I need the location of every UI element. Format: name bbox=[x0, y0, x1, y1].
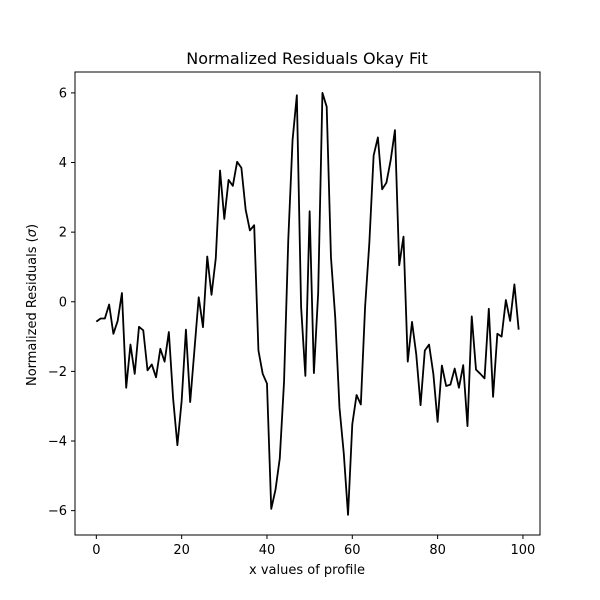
x-tick-label: 60 bbox=[344, 543, 361, 558]
x-tick-label: 80 bbox=[429, 543, 446, 558]
y-tick-label: −2 bbox=[48, 365, 67, 380]
chart-title: Normalized Residuals Okay Fit bbox=[186, 49, 428, 68]
y-tick-label: 2 bbox=[59, 226, 67, 241]
y-tick-label: 6 bbox=[59, 86, 67, 101]
plot-area bbox=[95, 91, 520, 516]
x-tick-label: 40 bbox=[259, 543, 276, 558]
y-tick-label: −6 bbox=[48, 504, 67, 519]
y-axis-label-main: Normalized Residuals ( bbox=[25, 237, 40, 386]
x-tick-label: 100 bbox=[511, 543, 536, 558]
y-axis-ticks: −6 −4 −2 0 2 4 6 bbox=[48, 86, 75, 519]
x-axis-label: x values of profile bbox=[249, 563, 365, 578]
x-tick-label: 20 bbox=[173, 543, 190, 558]
y-axis-label-symbol: σ bbox=[25, 228, 40, 237]
residuals-series-line bbox=[95, 91, 520, 516]
y-axis-label: Normalized Residuals (σ) bbox=[25, 224, 40, 386]
y-axis-label-end: ) bbox=[25, 224, 40, 229]
x-axis-ticks: 0 20 40 60 80 100 bbox=[92, 535, 535, 558]
y-tick-label: −4 bbox=[48, 435, 67, 450]
y-tick-label: 4 bbox=[59, 156, 67, 171]
x-tick-label: 0 bbox=[92, 543, 100, 558]
y-tick-label: 0 bbox=[59, 295, 67, 310]
plot-frame bbox=[74, 71, 541, 536]
